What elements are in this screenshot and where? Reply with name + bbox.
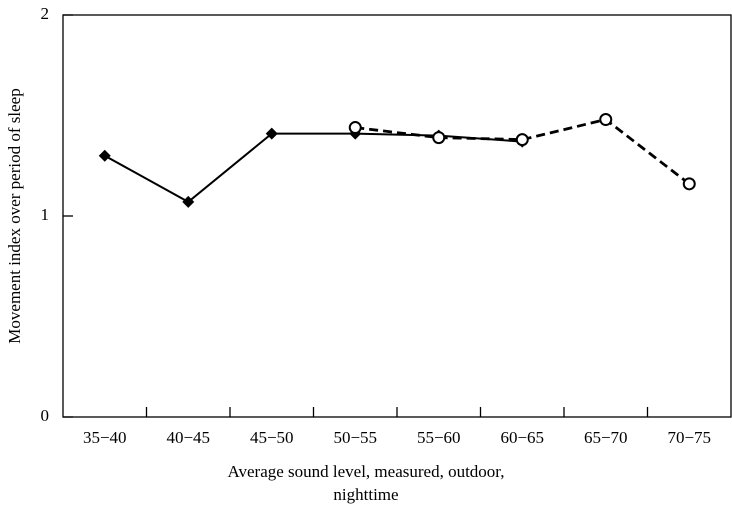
marker (348, 121, 362, 135)
marker (599, 113, 613, 127)
x-axis-label: Average sound level, measured, outdoor, (227, 462, 504, 481)
x-tick-label: 35−40 (83, 428, 127, 447)
y-axis-label: Movement index over period of sleep (5, 88, 24, 343)
marker (265, 127, 278, 140)
y-tick-label: 2 (41, 4, 50, 23)
x-tick-label: 70−75 (667, 428, 711, 447)
marker (515, 133, 529, 147)
x-tick-label: 65−70 (584, 428, 628, 447)
x-tick-label: 40−45 (166, 428, 210, 447)
marker (682, 177, 696, 191)
x-tick-label: 50−55 (333, 428, 377, 447)
x-tick-label: 55−60 (417, 428, 461, 447)
series-line (355, 118, 691, 185)
x-tick-label: 45−50 (250, 428, 294, 447)
plot-frame (62, 14, 732, 418)
x-tick-label: 60−65 (500, 428, 544, 447)
y-tick-label: 0 (41, 406, 50, 425)
series-line (104, 132, 523, 204)
marker (98, 149, 111, 162)
y-tick-label: 1 (41, 205, 50, 224)
marker (182, 195, 195, 208)
marker (432, 131, 446, 145)
x-axis-label: nighttime (333, 485, 398, 504)
